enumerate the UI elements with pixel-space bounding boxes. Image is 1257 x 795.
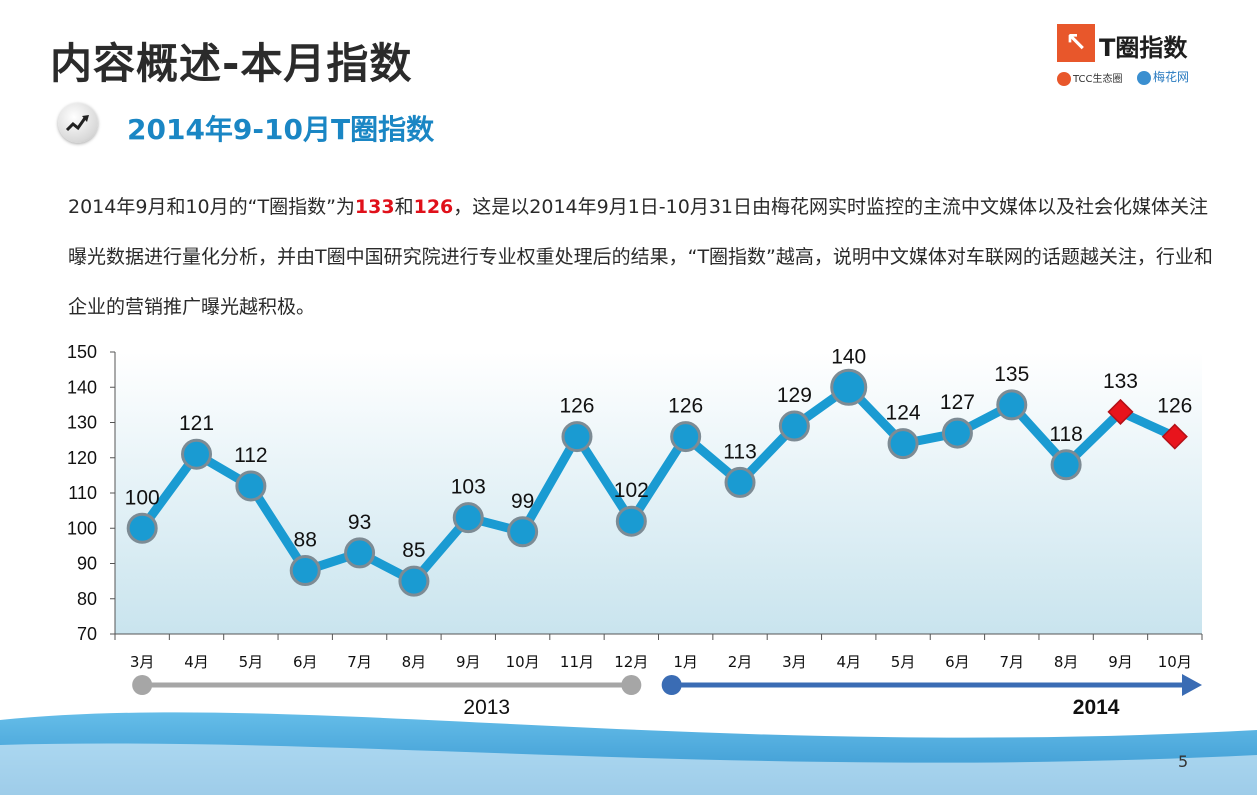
logo-mark-icon: ↖ xyxy=(1057,24,1095,62)
data-point xyxy=(887,428,919,460)
x-tick-label: 3月 xyxy=(782,653,807,671)
highlight-marker xyxy=(1161,423,1188,450)
bottom-wave-highlight xyxy=(0,743,1257,795)
data-label: 93 xyxy=(348,511,371,534)
y-tick-label: 100 xyxy=(67,518,97,538)
data-label: 99 xyxy=(511,490,534,513)
x-tick-label: 11月 xyxy=(560,653,594,671)
data-point xyxy=(830,368,868,406)
x-tick-label: 6月 xyxy=(293,653,318,671)
data-point xyxy=(724,466,756,498)
data-point xyxy=(778,410,810,442)
data-label: 133 xyxy=(1103,370,1138,393)
data-label: 88 xyxy=(294,529,317,552)
data-point xyxy=(1050,449,1082,481)
x-tick-label: 8月 xyxy=(1054,653,1079,671)
section-title: 2014年9-10月T圈指数 xyxy=(127,113,435,146)
data-label: 135 xyxy=(994,363,1029,386)
timeline-2014-arrow xyxy=(1182,674,1202,696)
x-tick-label: 7月 xyxy=(347,653,372,671)
data-point xyxy=(289,555,321,587)
page-title: 内容概述-本月指数 xyxy=(50,39,413,88)
y-tick-label: 90 xyxy=(77,554,97,574)
data-point xyxy=(126,512,158,544)
x-tick-label: 6月 xyxy=(945,653,970,671)
year-label-2013: 2013 xyxy=(463,696,510,719)
summary-text-end: ，这是以2014年9月1日-10月31日由梅花网实时监控的主流中文媒体以及社会化… xyxy=(68,196,1213,318)
x-tick-label: 3月 xyxy=(130,653,155,671)
data-label: 103 xyxy=(451,476,486,499)
y-tick-label: 70 xyxy=(77,624,97,644)
data-label: 140 xyxy=(831,345,866,368)
data-label: 126 xyxy=(668,395,703,418)
plot-background xyxy=(115,352,1202,634)
data-point xyxy=(615,505,647,537)
y-tick-label: 140 xyxy=(67,377,97,397)
data-point xyxy=(398,565,430,597)
year-label-2014: 2014 xyxy=(1073,696,1120,719)
page-number: 5 xyxy=(1178,752,1189,771)
trend-chart-icon xyxy=(58,103,98,143)
timeline-2014-start xyxy=(661,675,682,695)
sep-value: 133 xyxy=(354,196,395,218)
x-tick-label: 10月 xyxy=(506,653,540,671)
summary-and: 和 xyxy=(394,196,414,218)
data-point xyxy=(452,502,484,534)
logo-tcc: TCC生态圈 xyxy=(1057,70,1123,86)
data-label: 126 xyxy=(559,395,594,418)
data-label: 85 xyxy=(402,539,425,562)
timeline-2013-end xyxy=(621,675,642,695)
y-tick-label: 120 xyxy=(67,448,97,468)
data-label: 112 xyxy=(234,444,267,467)
data-label: 129 xyxy=(777,384,812,407)
x-tick-label: 10月 xyxy=(1158,653,1192,671)
y-tick-label: 80 xyxy=(77,589,97,609)
data-label: 118 xyxy=(1049,423,1082,446)
data-point xyxy=(996,389,1028,421)
x-tick-label: 5月 xyxy=(891,653,916,671)
data-point xyxy=(507,516,539,548)
x-tick-label: 9月 xyxy=(456,653,481,671)
x-tick-label: 8月 xyxy=(402,653,427,671)
data-point xyxy=(235,470,267,502)
data-label: 113 xyxy=(723,440,756,463)
y-tick-label: 130 xyxy=(67,413,97,433)
x-tick-label: 9月 xyxy=(1108,653,1133,671)
data-point xyxy=(344,537,376,569)
y-tick-label: 110 xyxy=(68,483,97,503)
data-label: 124 xyxy=(886,402,921,425)
timeline-2013-start xyxy=(132,675,153,695)
data-point xyxy=(941,417,973,449)
data-point xyxy=(670,421,702,453)
y-tick-label: 150 xyxy=(67,342,97,362)
data-label: 127 xyxy=(940,391,975,414)
x-tick-label: 12月 xyxy=(614,653,648,671)
data-point xyxy=(561,421,593,453)
data-label: 121 xyxy=(179,412,214,435)
oct-value: 126 xyxy=(413,196,454,218)
x-tick-label: 1月 xyxy=(673,653,698,671)
summary-text-start: 2014年9月和10月的“T圈指数”为 xyxy=(68,196,355,218)
highlight-marker xyxy=(1107,398,1134,425)
data-label: 102 xyxy=(614,479,649,502)
data-label: 126 xyxy=(1157,395,1192,418)
data-label: 100 xyxy=(125,486,160,509)
x-tick-label: 4月 xyxy=(184,653,209,671)
logo-name: T圈指数 xyxy=(1099,34,1188,62)
x-tick-label: 2月 xyxy=(728,653,753,671)
x-tick-label: 5月 xyxy=(239,653,264,671)
x-tick-label: 4月 xyxy=(836,653,861,671)
logo-meihua: 梅花网 xyxy=(1137,68,1189,85)
x-tick-label: 7月 xyxy=(1000,653,1025,671)
summary-paragraph: 2014年9月和10月的“T圈指数”为133和126，这是以2014年9月1日-… xyxy=(68,182,1218,332)
brand-logo: ↖ T圈指数 TCC生态圈 梅花网 xyxy=(1055,22,1200,92)
data-point xyxy=(181,438,213,470)
